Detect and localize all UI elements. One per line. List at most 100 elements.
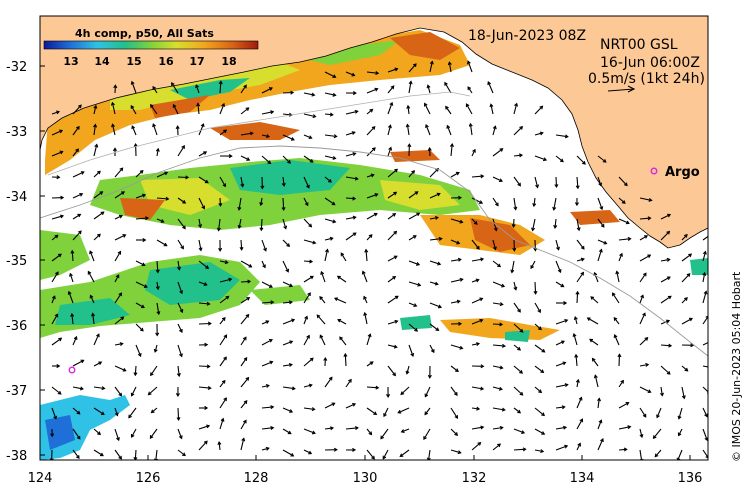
current-arrow [72, 428, 81, 440]
current-arrow [130, 105, 137, 115]
current-arrow [471, 319, 483, 325]
current-arrow [72, 359, 84, 367]
current-arrow-head [684, 297, 688, 301]
current-arrow [155, 449, 158, 460]
current-arrow [114, 191, 125, 199]
current-arrow-head [171, 82, 175, 86]
current-arrow-head [176, 266, 182, 271]
current-arrow [69, 273, 74, 283]
current-arrow [587, 317, 599, 325]
current-arrow [261, 155, 271, 164]
current-arrow-head [480, 257, 485, 262]
current-arrow-head [176, 417, 181, 421]
current-arrow [177, 365, 180, 377]
current-arrow-head [574, 353, 579, 358]
current-arrow-head [517, 346, 522, 351]
current-arrow-head [537, 326, 542, 331]
current-arrow-head [237, 225, 242, 230]
current-arrow [324, 92, 336, 96]
current-arrow-head [216, 227, 221, 232]
current-arrow [471, 343, 480, 346]
current-arrow-head [369, 108, 374, 113]
current-arrow [555, 426, 567, 430]
current-arrow-head [424, 411, 429, 416]
current-arrow-head [333, 447, 338, 452]
current-arrow-head [90, 312, 96, 317]
current-arrow-head [122, 367, 127, 372]
current-arrow-head [97, 233, 101, 238]
current-arrow-head [311, 430, 316, 435]
current-arrow-head [561, 405, 566, 410]
current-arrow-head [424, 393, 429, 398]
current-arrow [177, 281, 183, 294]
current-arrow-head [100, 411, 105, 415]
current-arrow-head [387, 124, 392, 129]
current-arrow [114, 407, 119, 416]
current-arrow-head [540, 449, 545, 454]
current-arrow-head [141, 262, 146, 267]
current-arrow-head [519, 391, 524, 396]
current-arrow-head [75, 455, 80, 459]
current-arrow [93, 333, 100, 346]
current-arrow [382, 449, 389, 459]
y-tick-label: -37 [6, 384, 27, 399]
current-arrow [597, 176, 602, 186]
current-arrow-head [267, 160, 272, 165]
current-arrow-head [644, 336, 649, 341]
current-arrow-head [181, 145, 185, 149]
current-arrow [261, 111, 274, 115]
current-arrow [135, 344, 142, 357]
current-arrow [639, 272, 647, 283]
current-arrow [282, 386, 295, 390]
current-arrow-head [541, 348, 546, 353]
current-arrow [534, 323, 542, 330]
current-arrow-head [228, 277, 233, 282]
current-arrow-head [304, 315, 309, 320]
current-arrow-head [287, 430, 292, 435]
current-arrow [345, 176, 358, 180]
current-arrow [150, 104, 158, 115]
current-arrow [114, 316, 124, 325]
current-arrow [177, 145, 185, 157]
current-arrow-head [405, 370, 410, 375]
current-arrow-head [399, 453, 404, 458]
current-arrow [366, 88, 378, 94]
current-arrow-head [708, 341, 711, 344]
current-arrow [198, 302, 210, 305]
current-arrow [387, 213, 396, 220]
current-arrow [71, 313, 74, 325]
current-arrow [614, 334, 620, 346]
current-arrow [555, 155, 564, 163]
current-arrow [513, 407, 521, 414]
current-arrow-head [130, 433, 135, 438]
current-arrow-head [521, 430, 526, 434]
current-arrow-head [121, 191, 126, 195]
current-arrow [555, 406, 565, 409]
current-arrow [114, 234, 126, 241]
current-arrow-head [245, 107, 250, 111]
current-arrow-head [290, 90, 295, 95]
current-arrow-head [288, 362, 293, 367]
current-arrow [702, 341, 708, 346]
current-arrow [261, 87, 273, 94]
current-arrow-head [96, 333, 100, 338]
current-arrow [219, 418, 224, 430]
current-arrow [93, 170, 101, 178]
current-arrow [156, 218, 164, 223]
current-arrow-head [686, 273, 691, 277]
current-arrow [492, 260, 501, 268]
current-arrow [198, 260, 209, 269]
current-arrow [450, 386, 458, 396]
current-arrow-head [245, 376, 250, 381]
current-arrow-head [573, 315, 578, 321]
current-arrow [282, 91, 294, 94]
current-arrow-head [455, 171, 460, 176]
date-label: 18-Jun-2023 08Z [468, 28, 586, 44]
current-arrow [492, 426, 503, 430]
current-arrow-head [479, 297, 484, 302]
current-arrow [450, 300, 460, 304]
current-arrow-head [510, 269, 515, 274]
current-arrow [639, 337, 648, 346]
current-arrow-head [206, 424, 211, 429]
current-arrow [429, 61, 433, 73]
